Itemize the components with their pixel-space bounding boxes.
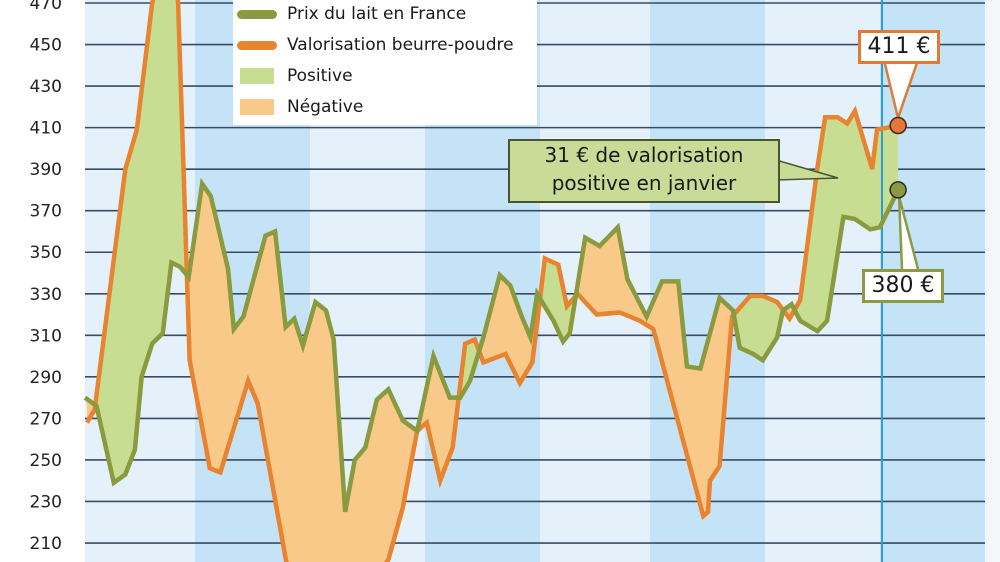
y-tick-label: 230 <box>30 492 62 512</box>
positive-area <box>540 258 576 342</box>
legend-item-milk-price: Prix du lait en France <box>233 0 466 28</box>
legend-label: Prix du lait en France <box>287 4 467 24</box>
legend-label: Valorisation beurre-poudre <box>287 35 514 55</box>
positive-valuation-note: 31 € de valorisation positive en janvier <box>508 139 780 203</box>
y-tick-label: 250 <box>30 451 62 471</box>
y-tick-label: 290 <box>30 368 62 388</box>
right-margin <box>985 0 1000 562</box>
y-tick-labels: 470 450 430 410 390 370 350 330 310 290 270 250 230 2… <box>30 0 62 554</box>
legend-label: Négative <box>287 97 364 117</box>
legend-item-negative: Négative <box>233 93 363 121</box>
positive-area <box>95 0 187 483</box>
legend-item-positive: Positive <box>233 62 353 90</box>
negative-area <box>575 227 734 517</box>
annotation-pointers <box>775 59 920 270</box>
butter-powder-line <box>85 0 899 562</box>
milk-price-end-dot <box>889 181 907 199</box>
positive-area <box>794 111 899 332</box>
y-tick-label: 210 <box>30 534 62 554</box>
milk-price-line <box>83 177 901 513</box>
legend-swatch-negative <box>240 99 274 115</box>
legend-label: Positive <box>287 66 353 86</box>
y-tick-label: 470 <box>30 0 62 14</box>
legend-swatch-positive <box>240 68 274 84</box>
y-tick-label: 410 <box>30 119 62 139</box>
note-line-1: 31 € de valorisation <box>544 143 744 167</box>
legend-swatch-butter <box>237 40 277 50</box>
y-tick-label: 370 <box>30 202 62 222</box>
y-tick-label: 310 <box>30 326 62 346</box>
series-lines <box>83 0 901 562</box>
note-line-2: positive en janvier <box>551 171 737 195</box>
legend: Prix du lait en France Valorisation beur… <box>233 0 537 125</box>
legend-item-butter-powder: Valorisation beurre-poudre <box>233 31 514 59</box>
y-tick-label: 330 <box>30 285 62 305</box>
y-tick-label: 450 <box>30 36 62 56</box>
y-tick-label: 350 <box>30 243 62 263</box>
end-dots <box>889 116 907 199</box>
butter-powder-value-label: 411 € <box>858 30 940 64</box>
y-tick-label: 390 <box>30 160 62 180</box>
legend-swatch-milk <box>237 9 277 19</box>
milk-price-value-label: 380 € <box>862 269 944 303</box>
y-tick-label: 430 <box>30 77 62 97</box>
butter-powder-end-dot <box>889 116 907 135</box>
y-tick-label: 270 <box>30 409 62 429</box>
positive-area <box>458 339 480 398</box>
